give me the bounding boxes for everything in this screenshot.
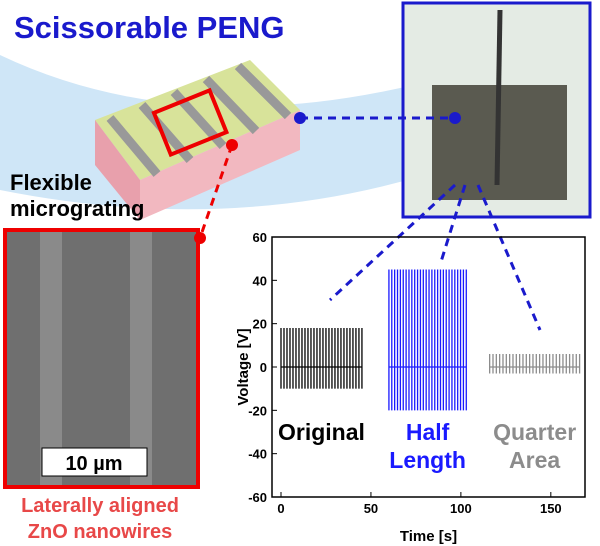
sem-image: [3, 228, 200, 489]
sem-caption: Laterally aligned ZnO nanowires: [21, 495, 179, 543]
sem-stripe: [40, 232, 62, 485]
y-axis-label: Voltage [V]: [235, 328, 252, 405]
x-tick-label: 0: [277, 501, 284, 516]
y-tick-label: -40: [248, 447, 267, 462]
x-tick-label: 150: [540, 501, 562, 516]
y-tick-label: -20: [248, 403, 267, 418]
signal: [280, 328, 363, 389]
arrows: [198, 116, 542, 331]
scissors: [494, 9, 503, 186]
series-label: Quarter Area: [493, 419, 576, 473]
title: Scissorable PENG: [14, 10, 285, 45]
sem-stripe: [130, 232, 152, 485]
y-tick-label: 40: [253, 273, 267, 288]
scale-bar: 10 µm: [65, 453, 122, 475]
y-tick-label: -60: [248, 490, 267, 505]
marker: [449, 112, 461, 124]
signal: [388, 269, 467, 411]
scale-bar-box: [41, 447, 148, 477]
x-tick-label: 50: [364, 501, 378, 516]
series-label: Half Length: [389, 419, 466, 473]
signal: [489, 354, 581, 374]
y-tick-label: 0: [260, 360, 267, 375]
marker: [226, 139, 238, 151]
micrograting: [95, 60, 300, 220]
x-tick-label: 100: [450, 501, 472, 516]
y-tick-label: 20: [253, 317, 267, 332]
y-tick-label: 60: [253, 230, 267, 245]
marker: [294, 112, 306, 124]
illustration-label: Flexible micrograting: [10, 170, 144, 221]
series-label: Original: [278, 419, 365, 445]
marker: [194, 232, 206, 244]
x-axis-label: Time [s]: [400, 528, 457, 545]
